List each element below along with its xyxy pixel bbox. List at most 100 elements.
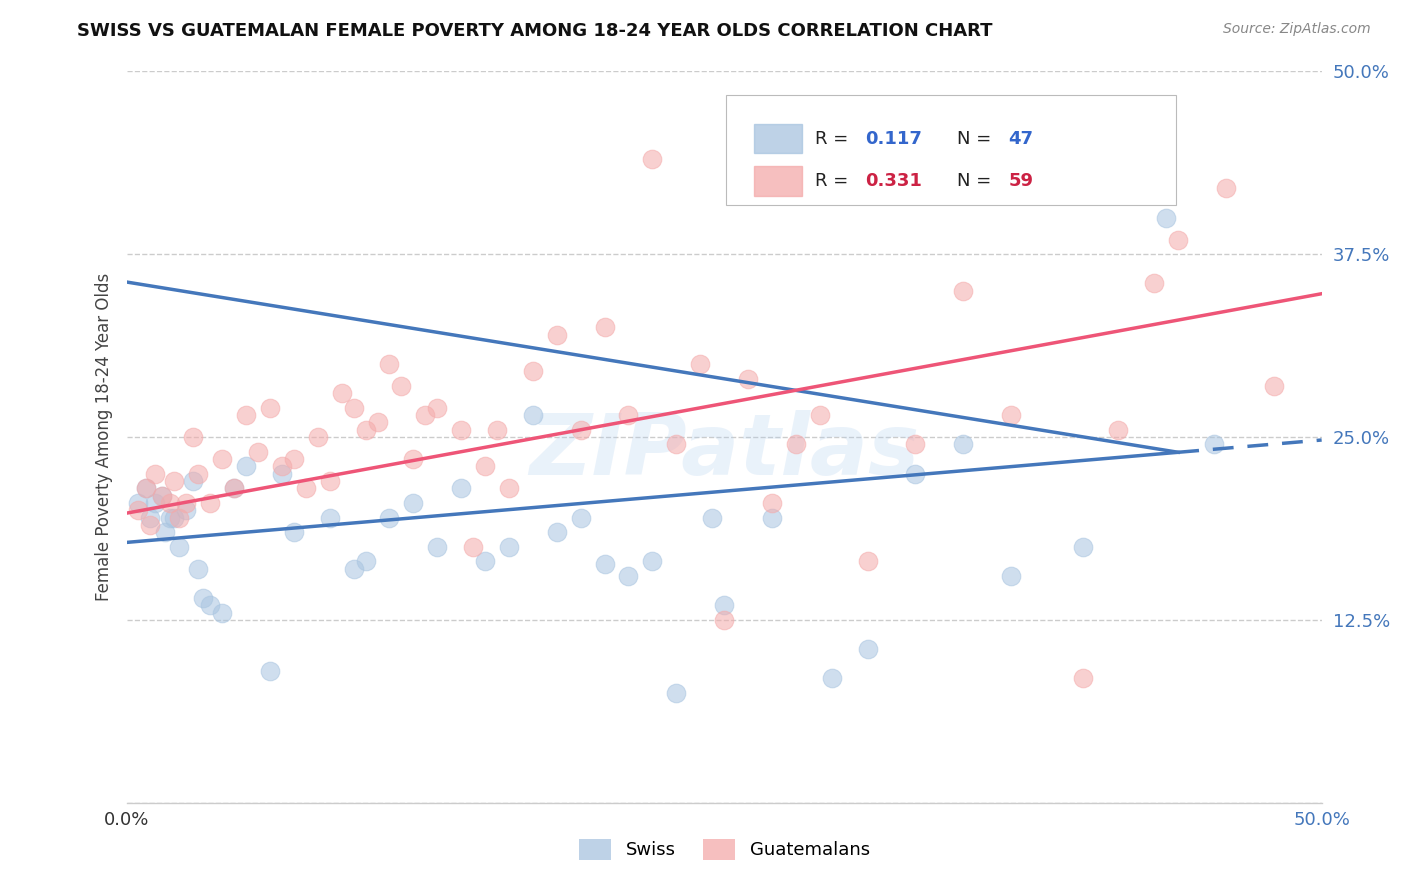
Point <box>689 357 711 371</box>
Point <box>904 437 927 451</box>
Point <box>163 510 186 524</box>
Point <box>593 558 616 572</box>
Point <box>808 408 831 422</box>
Point <box>159 510 181 524</box>
Point <box>378 510 401 524</box>
Point <box>402 496 425 510</box>
Point <box>820 672 842 686</box>
Text: N =: N = <box>957 172 997 190</box>
Point <box>378 357 401 371</box>
Point <box>546 327 568 342</box>
Point <box>952 437 974 451</box>
Point <box>139 510 162 524</box>
Point <box>546 525 568 540</box>
Text: Source: ZipAtlas.com: Source: ZipAtlas.com <box>1223 22 1371 37</box>
Point <box>617 569 640 583</box>
Y-axis label: Female Poverty Among 18-24 Year Olds: Female Poverty Among 18-24 Year Olds <box>94 273 112 601</box>
Legend: Swiss, Guatemalans: Swiss, Guatemalans <box>571 831 877 867</box>
Point <box>1167 233 1189 247</box>
Point <box>174 496 197 510</box>
Point <box>366 416 388 430</box>
Point <box>127 496 149 510</box>
Point <box>247 444 270 458</box>
Bar <box>754 124 801 153</box>
Point <box>187 467 209 481</box>
Point <box>402 452 425 467</box>
Point <box>486 423 509 437</box>
Point <box>569 510 592 524</box>
Point <box>1143 277 1166 291</box>
Point <box>270 459 294 474</box>
Point <box>270 467 294 481</box>
Point <box>167 510 190 524</box>
Text: R =: R = <box>815 129 853 148</box>
Point <box>135 481 157 495</box>
Point <box>569 423 592 437</box>
Point <box>1202 437 1225 451</box>
Point <box>522 408 544 422</box>
Point <box>391 379 413 393</box>
Point <box>522 364 544 378</box>
Point <box>235 408 257 422</box>
Point <box>307 430 329 444</box>
Point <box>461 540 484 554</box>
Point <box>1154 211 1177 225</box>
Point <box>426 401 449 415</box>
Point <box>259 401 281 415</box>
Point <box>952 284 974 298</box>
Point <box>167 540 190 554</box>
Point <box>150 489 174 503</box>
Point <box>153 525 176 540</box>
Text: 0.331: 0.331 <box>865 172 922 190</box>
Text: SWISS VS GUATEMALAN FEMALE POVERTY AMONG 18-24 YEAR OLDS CORRELATION CHART: SWISS VS GUATEMALAN FEMALE POVERTY AMONG… <box>77 22 993 40</box>
Point <box>498 481 520 495</box>
Point <box>318 474 342 488</box>
Point <box>211 606 233 620</box>
FancyBboxPatch shape <box>727 95 1175 205</box>
Text: R =: R = <box>815 172 853 190</box>
Point <box>713 599 735 613</box>
Point <box>222 481 246 495</box>
Point <box>318 510 342 524</box>
Point <box>904 467 927 481</box>
Point <box>856 554 879 568</box>
Point <box>641 554 664 568</box>
Point <box>713 613 735 627</box>
Point <box>498 540 520 554</box>
Point <box>343 401 366 415</box>
Point <box>235 459 257 474</box>
Point <box>641 152 664 166</box>
Point <box>283 525 305 540</box>
Point <box>856 642 879 657</box>
Point <box>474 554 496 568</box>
Point <box>187 562 209 576</box>
Point <box>1000 569 1022 583</box>
Point <box>761 496 783 510</box>
Point <box>159 496 181 510</box>
Point <box>191 591 214 605</box>
Text: 59: 59 <box>1008 172 1033 190</box>
Point <box>294 481 316 495</box>
Point <box>354 423 377 437</box>
Point <box>450 423 472 437</box>
Point <box>1000 408 1022 422</box>
Point <box>259 664 281 678</box>
Point <box>211 452 233 467</box>
Point <box>761 510 783 524</box>
Point <box>1071 672 1094 686</box>
Point <box>617 408 640 422</box>
Point <box>665 437 688 451</box>
Point <box>1071 540 1094 554</box>
Text: ZIPatlas: ZIPatlas <box>529 410 920 493</box>
Point <box>150 489 174 503</box>
Text: 47: 47 <box>1008 129 1033 148</box>
Point <box>354 554 377 568</box>
Point <box>143 496 166 510</box>
Point <box>183 474 205 488</box>
Point <box>163 474 186 488</box>
Point <box>737 371 759 385</box>
Point <box>200 599 222 613</box>
Point <box>183 430 205 444</box>
Point <box>413 408 436 422</box>
Point <box>1263 379 1285 393</box>
